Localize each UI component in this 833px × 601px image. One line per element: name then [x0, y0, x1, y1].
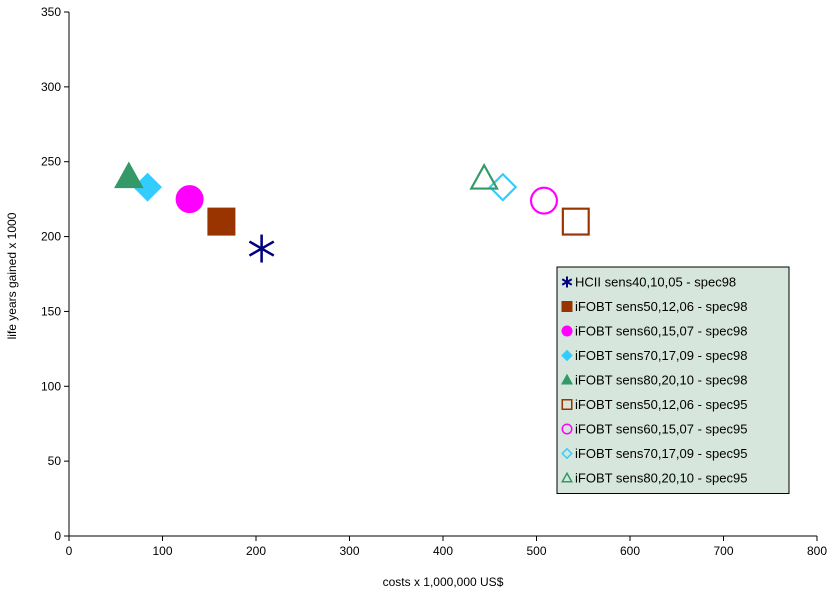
- legend-marker-3: [561, 325, 573, 337]
- data-point-1: [248, 234, 275, 263]
- x-axis-label: costs x 1,000,000 US$: [383, 575, 504, 589]
- legend-label-6: iFOBT sens50,12,06 - spec95: [575, 397, 747, 412]
- legend-box: [556, 266, 790, 494]
- data-point-5: [114, 161, 144, 189]
- y-tick-label: 200: [41, 230, 61, 244]
- legend-label-8: iFOBT sens70,17,09 - spec95: [575, 446, 747, 461]
- x-tick-label: 100: [152, 544, 172, 558]
- y-tick-label: 350: [41, 5, 61, 19]
- legend-label-5: iFOBT sens80,20,10 - spec98: [575, 373, 747, 388]
- legend-label-7: iFOBT sens60,15,07 - spec95: [575, 422, 747, 437]
- data-point-8: [488, 172, 518, 202]
- y-tick-label: 250: [41, 155, 61, 169]
- y-tick-label: 300: [41, 80, 61, 94]
- legend-label-4: iFOBT sens70,17,09 - spec98: [575, 348, 747, 363]
- x-tick-label: 400: [433, 544, 453, 558]
- y-tick-label: 150: [41, 304, 61, 318]
- data-point-9: [469, 163, 499, 190]
- legend-label-3: iFOBT sens60,15,07 - spec98: [575, 324, 747, 339]
- x-tick-label: 500: [526, 544, 546, 558]
- legend-marker-8: [561, 447, 573, 460]
- axes: 0 100 200 300 400 500 600 700 800 0 50 100 150 200 250…: [41, 5, 827, 558]
- y-tick-label: 100: [41, 379, 61, 393]
- data-point-6: [561, 207, 590, 236]
- legend-label-1: HCII sens40,10,05 - spec98: [575, 275, 736, 290]
- x-tick-label: 300: [339, 544, 359, 558]
- x-tick-label: 200: [246, 544, 266, 558]
- data-point-7: [529, 186, 558, 215]
- y-tick-label: 50: [48, 454, 62, 468]
- legend-marker-1: [561, 276, 573, 288]
- y-axis-label: life years gained x 1000: [5, 212, 19, 339]
- data-point-2: [207, 207, 236, 236]
- x-tick-label: 700: [713, 544, 733, 558]
- x-tick-label: 800: [807, 544, 827, 558]
- x-tick-label: 0: [66, 544, 73, 558]
- legend-label-2: iFOBT sens50,12,06 - spec98: [575, 299, 747, 314]
- data-point-3: [175, 185, 204, 214]
- legend-marker-7: [561, 423, 573, 435]
- legend-marker-6: [561, 399, 573, 410]
- legend-marker-5: [560, 373, 574, 385]
- legend: HCII sens40,10,05 - spec98 iFOBT sens50,1…: [556, 266, 790, 494]
- legend-marker-4: [561, 349, 573, 362]
- x-tick-label: 600: [620, 544, 640, 558]
- legend-marker-9: [560, 471, 574, 483]
- data-points: [114, 161, 590, 263]
- legend-marker-2: [561, 301, 573, 312]
- legend-label-9: iFOBT sens80,20,10 - spec95: [575, 471, 747, 486]
- y-tick-label: 0: [54, 529, 61, 543]
